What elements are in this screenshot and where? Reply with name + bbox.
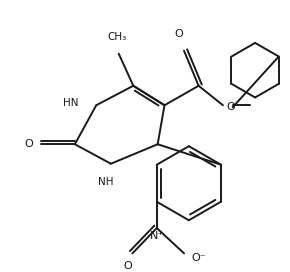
Text: O: O [175, 29, 184, 39]
Text: N⁺: N⁺ [150, 231, 164, 241]
Text: NH: NH [98, 177, 114, 187]
Text: O: O [24, 139, 33, 149]
Text: HN: HN [63, 98, 79, 108]
Text: O⁻: O⁻ [192, 253, 206, 263]
Text: CH₃: CH₃ [107, 32, 126, 42]
Text: O: O [226, 102, 235, 112]
Text: O: O [123, 261, 132, 271]
